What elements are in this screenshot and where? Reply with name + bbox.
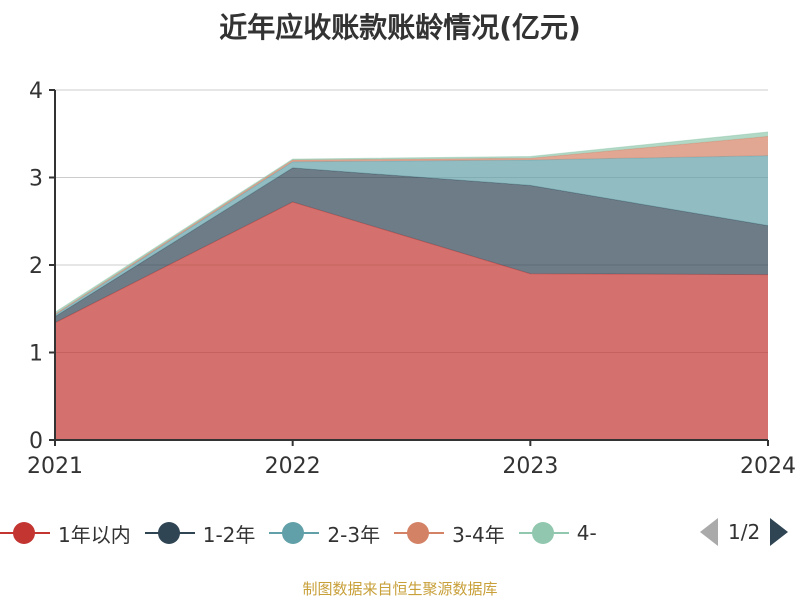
source-note: 制图数据来自恒生聚源数据库 (302, 580, 498, 598)
legend-label: 1-2年 (202, 522, 256, 547)
x-tick-label: 2022 (265, 454, 321, 479)
x-tick-label: 2023 (502, 454, 558, 479)
legend-prev-icon[interactable] (700, 518, 718, 546)
y-tick-label: 0 (29, 429, 43, 454)
y-tick-label: 4 (29, 79, 43, 104)
area-chart: 0 1 2 3 4 2021 2022 2023 2024 (27, 79, 796, 479)
legend-item[interactable]: 3-4年 (394, 519, 505, 548)
legend-marker-icon (144, 521, 195, 545)
series-line-4- (54, 131, 769, 313)
area-1-2年 (55, 167, 768, 323)
legend-item[interactable]: 1年以内 (0, 519, 131, 548)
y-tick-label: 1 (29, 342, 43, 367)
chart-title: 近年应收账款账龄情况(亿元) (219, 11, 581, 44)
legend-label: 2-3年 (327, 522, 381, 547)
legend-label: 4- (576, 521, 597, 545)
legend-item[interactable]: 2-3年 (269, 519, 380, 548)
legend-label: 1年以内 (58, 522, 131, 547)
area-1年以内 (55, 202, 768, 440)
area-3-4年 (55, 136, 768, 315)
legend-item[interactable]: 4- (518, 521, 597, 545)
legend-marker-icon (0, 521, 50, 545)
legend-marker-icon (518, 521, 569, 545)
legend-next-icon[interactable] (770, 518, 789, 546)
legend-item[interactable]: 1-2年 (144, 519, 256, 548)
legend: 1年以内 1-2年 2-3年 3-4年 4- (0, 515, 611, 551)
x-tick-label: 2024 (740, 454, 796, 479)
legend-page-number: 1/2 (728, 520, 761, 544)
legend-marker-icon (269, 521, 320, 545)
legend-pager: 1/2 (700, 518, 789, 546)
legend-label: 3-4年 (452, 522, 505, 547)
x-tick-label: 2021 (27, 454, 83, 479)
legend-marker-icon (394, 521, 445, 545)
area-2-3年 (55, 155, 768, 317)
y-tick-label: 3 (29, 167, 43, 192)
y-tick-label: 2 (29, 254, 43, 279)
